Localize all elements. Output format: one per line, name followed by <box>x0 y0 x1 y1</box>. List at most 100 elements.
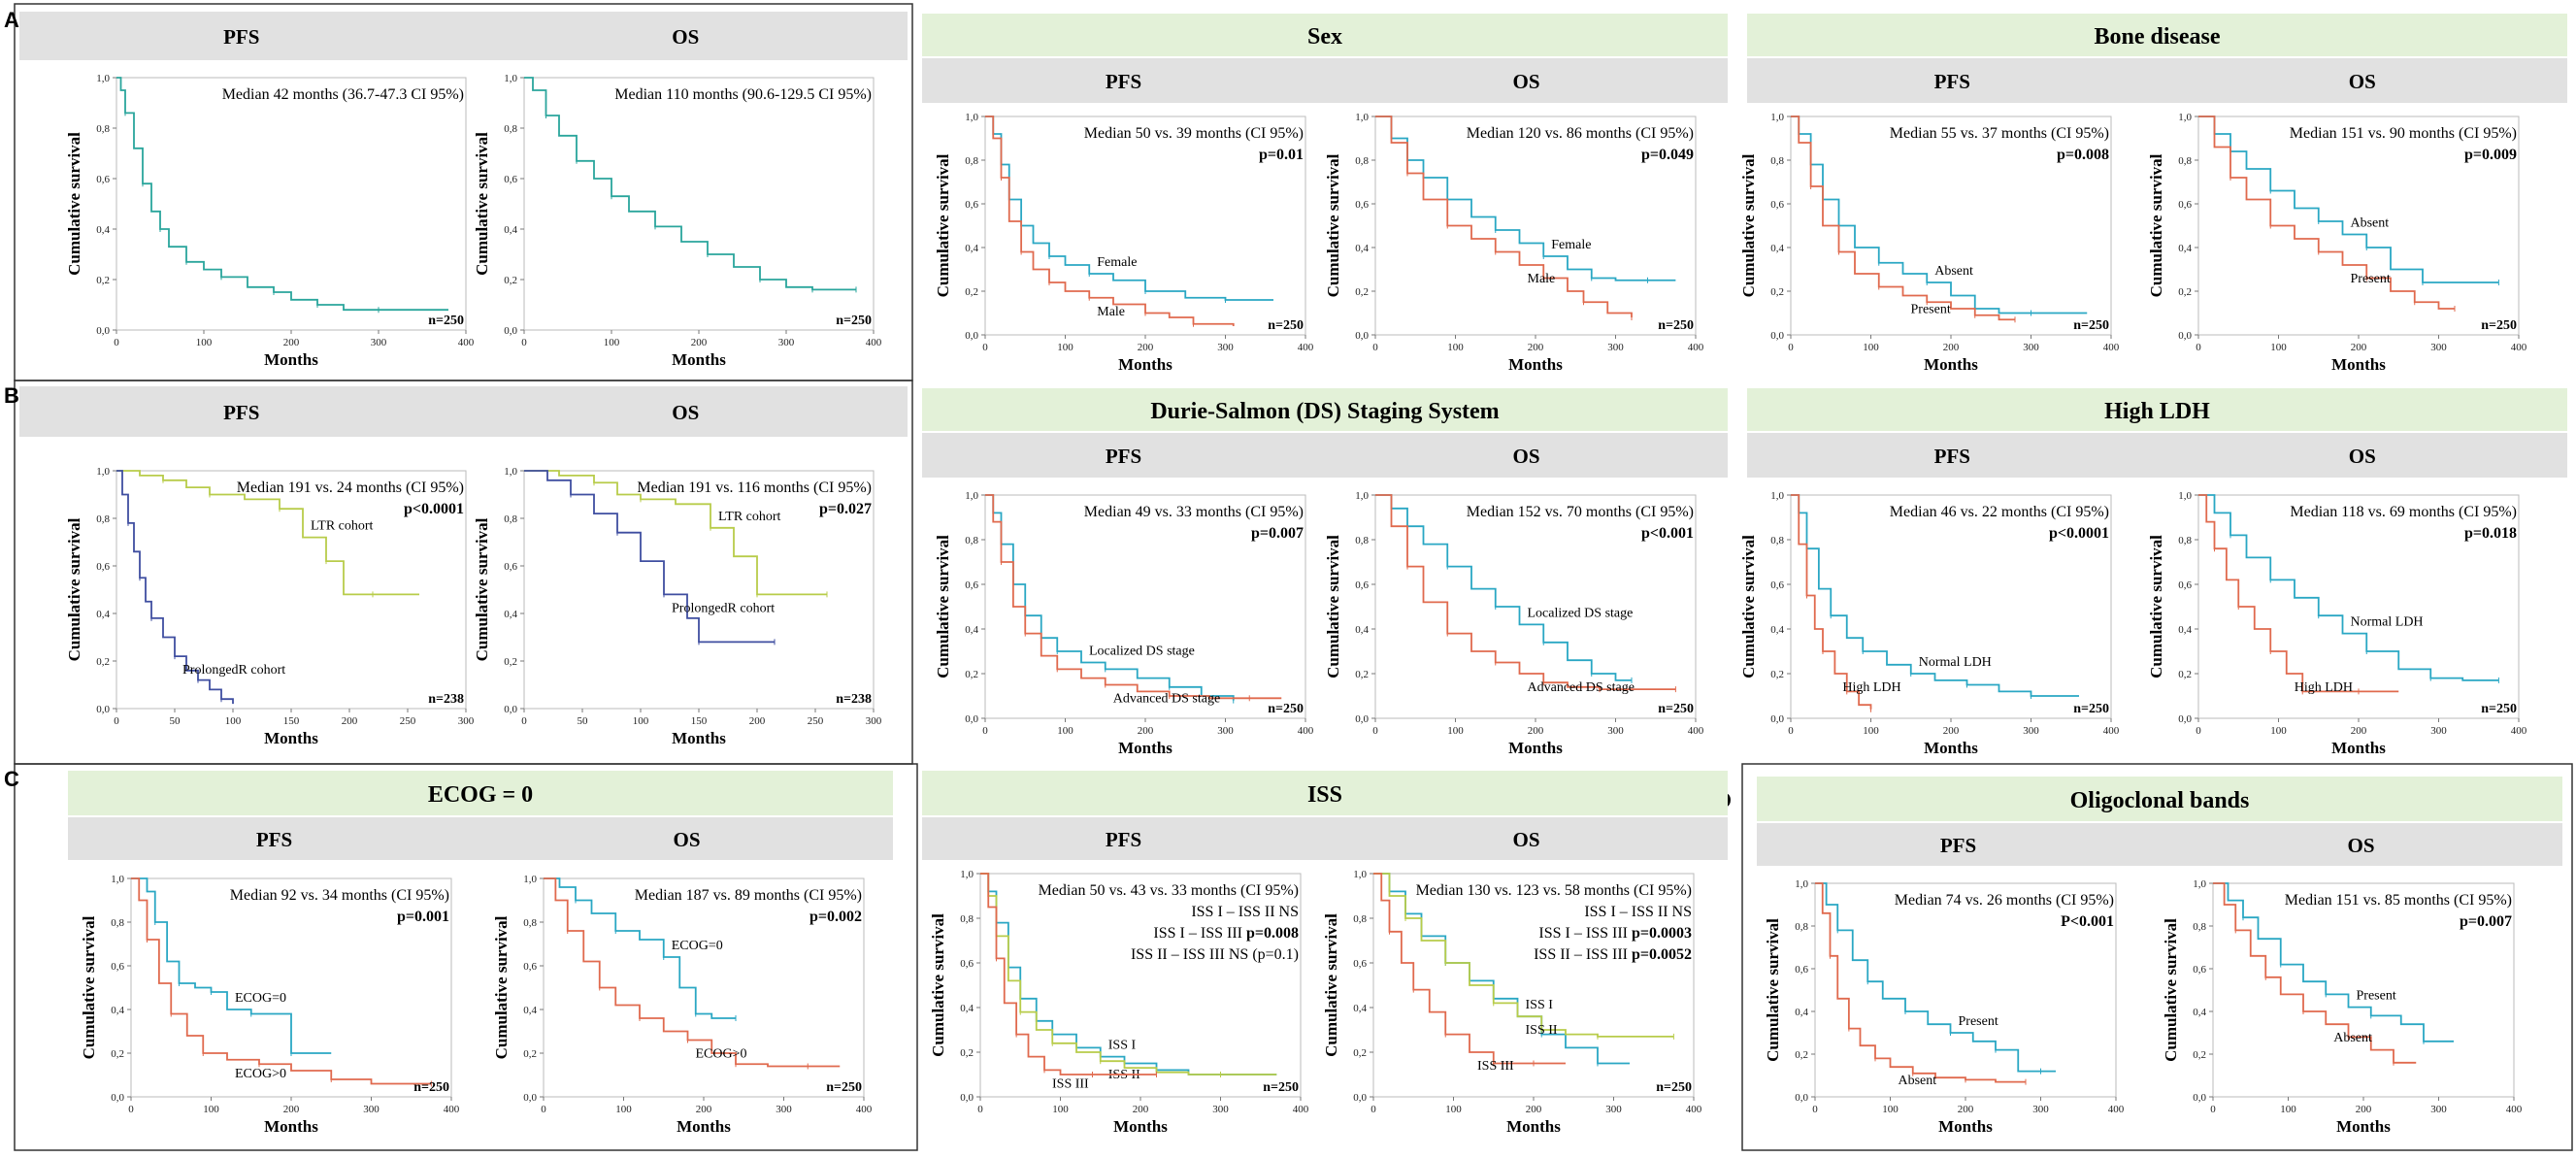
x-tick-label: 200 <box>1943 725 1960 737</box>
y-tick-label: 0,4 <box>1770 243 1784 254</box>
panel-letter-c: C <box>4 767 19 791</box>
chart-ecog_os: 0,0 0,2 0,4 0,6 0,8 1,0 0 100 200 300 400 Months Cum… <box>492 874 873 1136</box>
y-tick-label: 1,0 <box>1770 112 1784 123</box>
y-tick-label: 0,4 <box>96 609 110 620</box>
y-tick-label: 0,0 <box>2178 713 2192 725</box>
x-axis-label: Months <box>2336 1117 2391 1136</box>
x-tick-label: 400 <box>2103 725 2120 737</box>
x-tick-label: 400 <box>444 1104 460 1115</box>
bone-header-bg <box>1747 14 2567 56</box>
y-tick-label: 0,2 <box>960 1047 974 1059</box>
y-tick-label: 0,6 <box>1770 579 1784 591</box>
n-label: n=238 <box>428 692 464 707</box>
x-tick-label: 200 <box>1133 1104 1149 1115</box>
b-subheader-os: OS <box>672 401 699 424</box>
ldh-header-bg <box>1747 388 2567 431</box>
y-axis-label: Cumulative survival <box>934 153 952 297</box>
x-tick-label: 200 <box>283 1104 300 1115</box>
km-curve-ecog-0 <box>544 877 841 1068</box>
y-tick-label: 0,4 <box>1353 1003 1367 1014</box>
chart-bone_pfs: 0,0 0,2 0,4 0,6 0,8 1,0 0 100 200 300 400 Months Cum… <box>1739 112 2120 374</box>
ds-subheader-pfs: PFS <box>1106 445 1141 468</box>
x-tick-label: 300 <box>1217 725 1234 737</box>
y-tick-label: 0,8 <box>2178 535 2192 546</box>
y-tick-label: 1,0 <box>1355 112 1369 123</box>
chart-ecog_pfs: 0,0 0,2 0,4 0,6 0,8 1,0 0 100 200 300 400 Months Cum… <box>80 874 460 1136</box>
y-tick-label: 0,0 <box>504 704 517 715</box>
x-tick-label: 50 <box>170 715 182 727</box>
x-axis-label: Months <box>1938 1117 1993 1136</box>
ldh-subheader-pfs: PFS <box>1934 445 1970 468</box>
ecog-subheader-bg <box>68 817 893 860</box>
y-tick-label: 0,0 <box>2178 330 2192 342</box>
ldh-subheader-bg <box>1747 433 2567 478</box>
y-tick-label: 0,2 <box>1355 669 1369 680</box>
median-text: Median 46 vs. 22 months (CI 95%) <box>1890 504 2109 520</box>
y-tick-label: 0,6 <box>504 174 517 185</box>
x-tick-label: 100 <box>1057 342 1073 353</box>
a-subheader-pfs: PFS <box>223 25 259 49</box>
bone-subheader-bg <box>1747 58 2567 103</box>
x-tick-label: 400 <box>856 1104 873 1115</box>
y-tick-label: 1,0 <box>1795 878 1808 890</box>
km-curve-absent <box>2213 882 2417 1064</box>
y-tick-label: 1,0 <box>2193 878 2206 890</box>
km-curve-absent <box>1815 882 2026 1083</box>
n-label: n=250 <box>1658 318 1694 333</box>
y-tick-label: 0,8 <box>2193 921 2206 933</box>
x-tick-label: 200 <box>749 715 766 727</box>
y-tick-label: 0,8 <box>111 917 124 929</box>
p-line-value: p=0.0003 <box>1632 925 1692 942</box>
y-tick-label: 0,0 <box>523 1092 537 1104</box>
y-tick-label: 0,6 <box>1355 579 1369 591</box>
x-tick-label: 200 <box>283 337 300 348</box>
km-curve-male <box>985 116 1235 326</box>
y-tick-label: 1,0 <box>2178 490 2192 502</box>
y-tick-label: 0,6 <box>960 958 974 970</box>
curve-label: High LDH <box>2295 680 2353 695</box>
panel-d-frame <box>1741 763 2573 1151</box>
x-tick-label: 0 <box>1371 1104 1376 1115</box>
y-tick-label: 1,0 <box>523 874 537 885</box>
km-curve-male <box>1375 116 1633 317</box>
y-tick-label: 0,0 <box>1770 713 1784 725</box>
y-axis-label: Cumulative survival <box>929 913 947 1057</box>
chart-b_os: 0,0 0,2 0,4 0,6 0,8 1,0 0 50 100 150 200 250 300 Mont… <box>473 466 882 747</box>
median-text: Median 151 vs. 85 months (CI 95%) <box>2285 892 2512 909</box>
x-tick-label: 100 <box>615 1104 632 1115</box>
y-tick-label: 0,8 <box>965 535 978 546</box>
p-line: ISS I – ISS II NS <box>1191 904 1299 920</box>
x-tick-label: 50 <box>578 715 589 727</box>
median-text: Median 92 vs. 34 months (CI 95%) <box>230 887 449 904</box>
x-tick-label: 0 <box>521 715 527 727</box>
x-tick-label: 300 <box>2430 342 2447 353</box>
x-tick-label: 250 <box>400 715 416 727</box>
y-tick-label: 0,0 <box>96 704 110 715</box>
y-tick-label: 0,2 <box>2178 669 2192 680</box>
x-axis-label: Months <box>1508 355 1563 374</box>
x-axis-label: Months <box>2331 355 2386 374</box>
curve-label: ISS III <box>1052 1076 1089 1091</box>
curve-label: ProlongedR cohort <box>182 663 285 678</box>
y-axis-label: Cumulative survival <box>65 132 83 276</box>
x-tick-label: 300 <box>776 1104 792 1115</box>
y-axis-label: Cumulative survival <box>1322 913 1340 1057</box>
curve-label: Absent <box>2333 1031 2372 1045</box>
x-tick-label: 0 <box>977 1104 983 1115</box>
x-tick-label: 300 <box>458 715 475 727</box>
curve-label: Normal LDH <box>1919 655 1992 670</box>
p-line-text: ISS II – ISS III <box>1534 946 1632 963</box>
y-tick-label: 0,4 <box>2178 243 2192 254</box>
x-tick-label: 100 <box>225 715 242 727</box>
km-curve-high-ldh <box>2198 494 2399 693</box>
x-tick-label: 100 <box>1447 725 1464 737</box>
x-tick-label: 100 <box>1445 1104 1462 1115</box>
y-axis-label: Cumulative survival <box>1764 918 1782 1062</box>
curve-label: ECOG=0 <box>672 939 723 953</box>
x-tick-label: 0 <box>982 342 988 353</box>
y-tick-label: 0,2 <box>965 669 978 680</box>
n-label: n=250 <box>2073 318 2109 333</box>
p-line-text: ISS II – ISS III NS (p=0.1) <box>1131 946 1299 963</box>
x-tick-label: 100 <box>203 1104 219 1115</box>
y-tick-label: 0,0 <box>2193 1092 2206 1104</box>
